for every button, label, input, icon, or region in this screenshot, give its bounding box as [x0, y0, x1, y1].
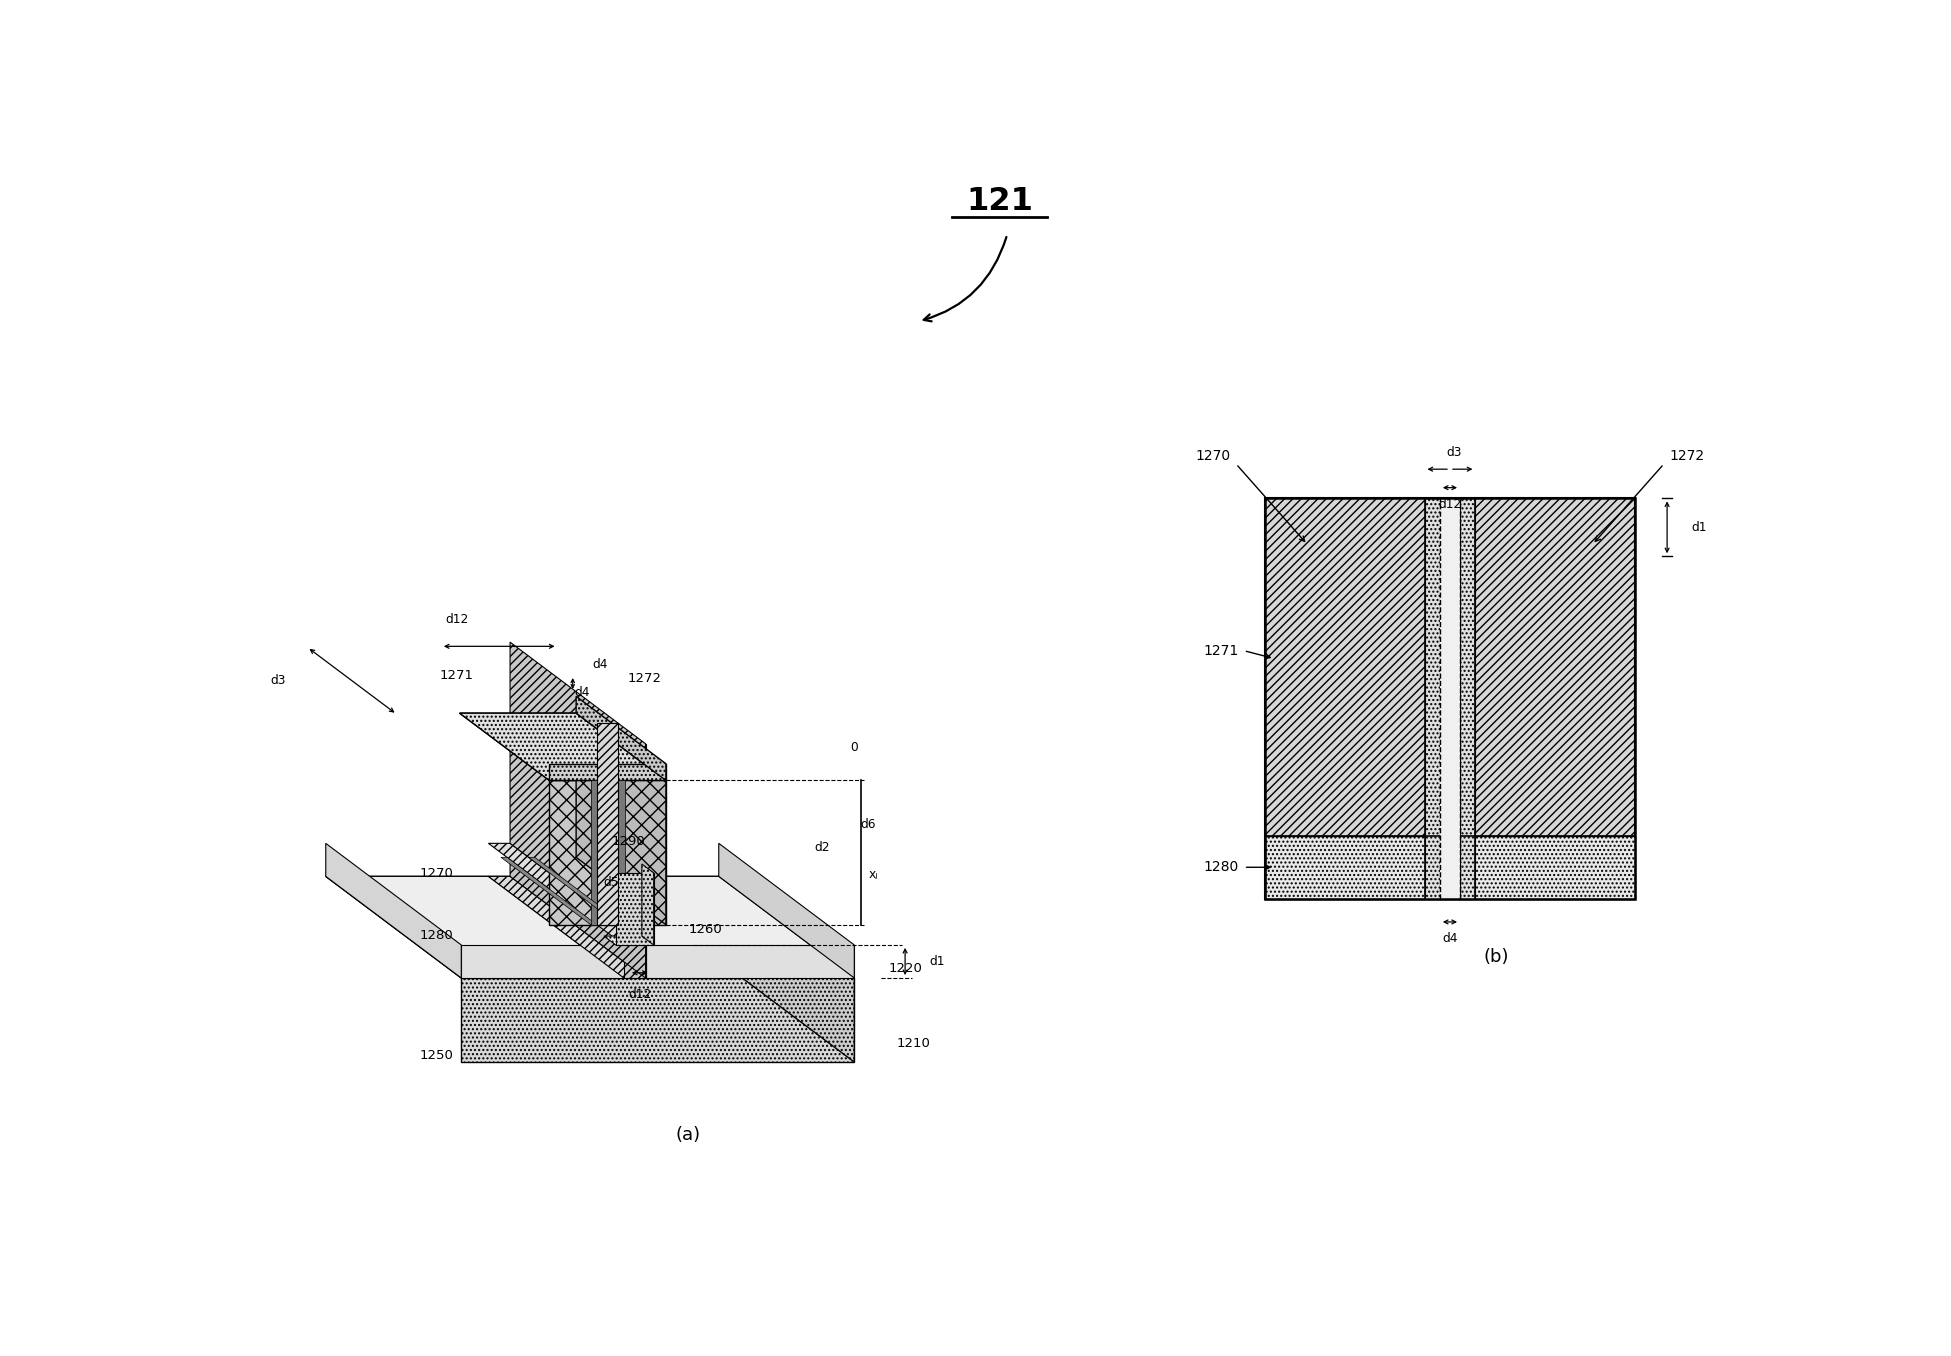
- Text: xⱼ: xⱼ: [868, 868, 878, 880]
- Text: d3: d3: [1446, 446, 1461, 458]
- Polygon shape: [642, 864, 654, 945]
- Text: 1270: 1270: [1196, 449, 1231, 464]
- Text: 1220: 1220: [890, 963, 923, 975]
- Polygon shape: [326, 876, 855, 978]
- Polygon shape: [460, 978, 855, 1062]
- Polygon shape: [488, 843, 646, 945]
- Polygon shape: [509, 876, 855, 978]
- Polygon shape: [591, 781, 597, 925]
- Text: 1290: 1290: [613, 834, 646, 848]
- Polygon shape: [529, 857, 624, 925]
- Polygon shape: [576, 697, 665, 781]
- Text: d3: d3: [269, 674, 285, 687]
- Text: 1260: 1260: [689, 923, 722, 937]
- Text: (a): (a): [675, 1127, 700, 1144]
- Text: 1271: 1271: [439, 669, 474, 682]
- Text: 1210: 1210: [897, 1037, 931, 1050]
- Text: d1: d1: [931, 955, 944, 968]
- Text: (b): (b): [1483, 948, 1508, 965]
- Polygon shape: [326, 876, 624, 978]
- Polygon shape: [624, 945, 646, 978]
- Polygon shape: [618, 781, 624, 925]
- Text: 121: 121: [966, 187, 1032, 217]
- Polygon shape: [550, 763, 665, 781]
- Bar: [1264, 499, 1635, 899]
- Polygon shape: [718, 876, 855, 1062]
- Text: 1272: 1272: [628, 673, 661, 685]
- Text: 1280: 1280: [1204, 860, 1239, 875]
- Text: d12: d12: [445, 613, 468, 626]
- Text: 1270: 1270: [419, 866, 453, 880]
- Polygon shape: [501, 857, 597, 925]
- Polygon shape: [624, 743, 646, 945]
- Polygon shape: [550, 781, 665, 925]
- Polygon shape: [326, 843, 460, 978]
- Text: d4: d4: [1442, 933, 1457, 945]
- Polygon shape: [460, 713, 665, 781]
- Polygon shape: [718, 843, 855, 978]
- Polygon shape: [509, 843, 646, 978]
- Polygon shape: [509, 643, 646, 945]
- Polygon shape: [617, 873, 654, 945]
- Bar: [1459, 499, 1475, 899]
- Text: d12: d12: [1438, 498, 1461, 511]
- Text: d1: d1: [1692, 521, 1707, 534]
- Polygon shape: [488, 876, 646, 978]
- Text: d4: d4: [574, 686, 589, 700]
- Bar: [1264, 835, 1635, 899]
- Text: 1280: 1280: [419, 929, 453, 942]
- Polygon shape: [597, 724, 618, 925]
- Text: 1272: 1272: [1670, 449, 1705, 464]
- Polygon shape: [646, 945, 855, 978]
- Text: 1250: 1250: [419, 1048, 453, 1062]
- Text: 1271: 1271: [1204, 644, 1239, 658]
- Polygon shape: [460, 713, 665, 781]
- Polygon shape: [576, 713, 665, 925]
- Text: d4: d4: [591, 658, 607, 671]
- Bar: [1440, 499, 1459, 899]
- Text: 0: 0: [851, 742, 858, 754]
- Polygon shape: [605, 936, 654, 945]
- Text: d6: d6: [860, 819, 876, 831]
- Text: d5: d5: [603, 876, 618, 890]
- Bar: [1424, 499, 1440, 899]
- FancyArrowPatch shape: [923, 237, 1007, 321]
- Text: d2: d2: [814, 841, 829, 854]
- Polygon shape: [460, 945, 624, 978]
- Bar: [1264, 499, 1635, 899]
- Text: d12: d12: [628, 989, 652, 1001]
